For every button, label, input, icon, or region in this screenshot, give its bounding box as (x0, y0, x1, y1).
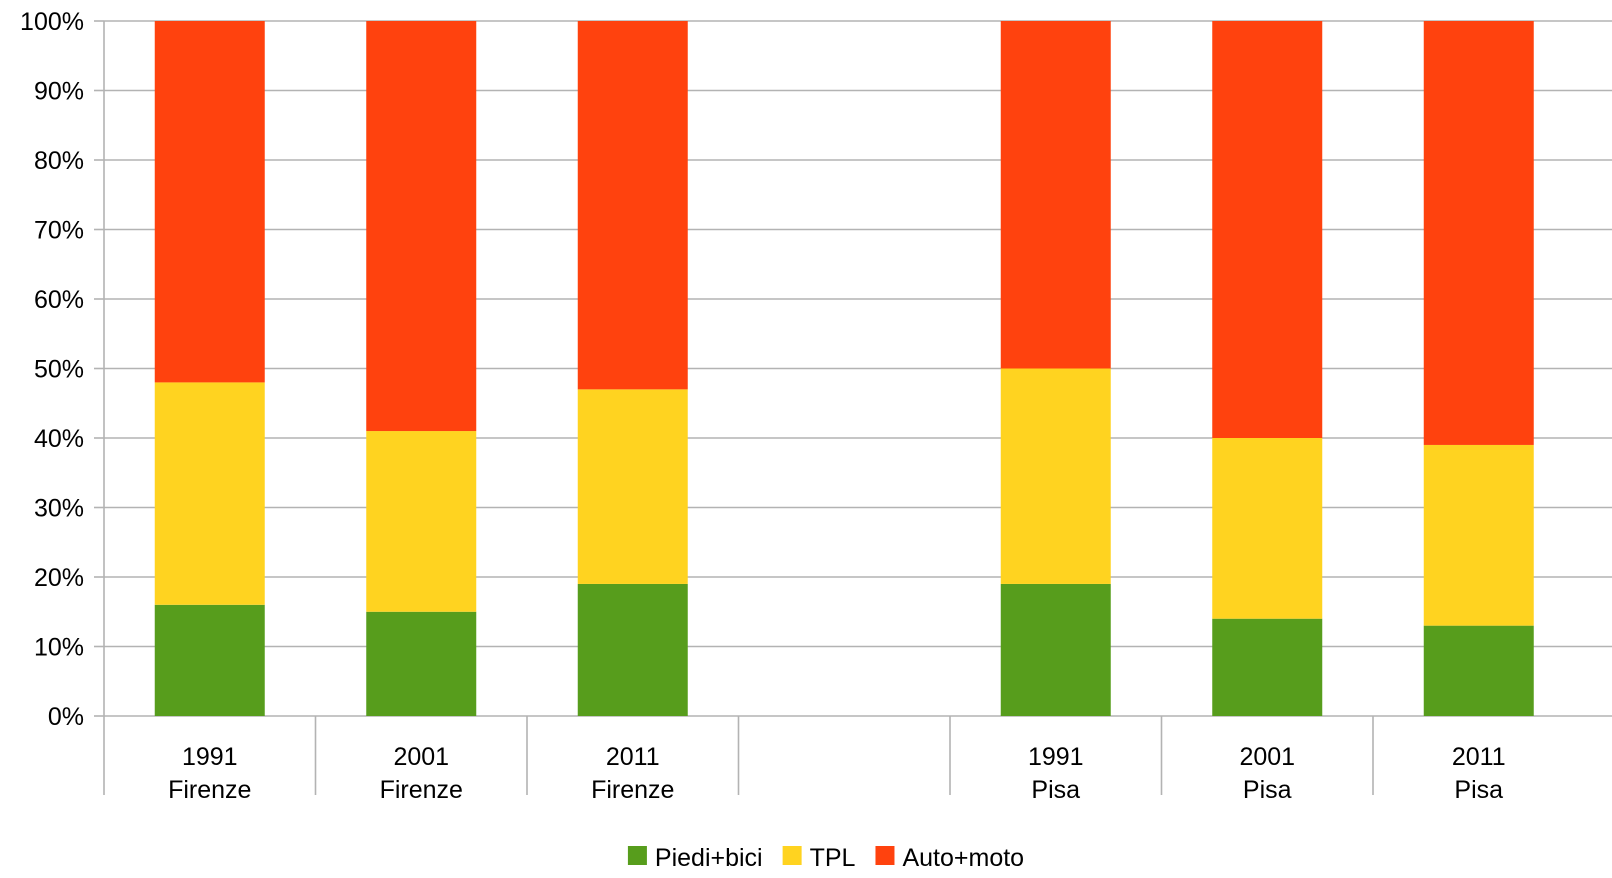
legend: Piedi+bici TPL Auto+moto (627, 844, 1024, 872)
bar-piedi-bici-2011-pisa (1423, 625, 1534, 716)
y-tick-label: 70% (34, 217, 84, 245)
axes (94, 20, 1374, 795)
bar-tpl-2011-pisa (1423, 444, 1534, 626)
bar-auto-moto-2001-pisa (1212, 21, 1323, 438)
bars (154, 21, 1534, 716)
y-tick-label: 40% (34, 425, 84, 453)
x-category-year-label: 1991 (1028, 743, 1084, 771)
y-tick-label: 30% (34, 495, 84, 523)
x-category-year-label: 2011 (1452, 743, 1506, 771)
grid-lines (104, 20, 1612, 717)
x-category-year-label: 1991 (182, 743, 238, 771)
legend-label-auto-moto: Auto+moto (902, 844, 1024, 872)
legend-swatch-piedi-bici (627, 846, 647, 865)
y-tick-label: 100% (20, 8, 84, 36)
x-category-city-label: Pisa (1031, 776, 1080, 804)
axis-labels: 0% 10% 20% 30% 40% 50% 60% 70% 80% 90% 100% 1991 Fir… (20, 8, 1506, 804)
y-tick-label: 50% (34, 356, 84, 384)
y-tick-label: 20% (34, 564, 84, 592)
bar-piedi-bici-2011-firenze (577, 583, 688, 716)
x-category-city-label: Firenze (591, 776, 674, 804)
bar-auto-moto-1991-firenze (154, 21, 265, 383)
bar-auto-moto-2001-firenze (366, 21, 477, 432)
x-category-year-label: 2011 (606, 743, 660, 771)
y-tick-label: 60% (34, 286, 84, 314)
bar-tpl-1991-pisa (1000, 368, 1111, 584)
x-category-year-label: 2001 (1239, 743, 1295, 771)
y-tick-label: 10% (34, 634, 84, 662)
bar-tpl-2011-firenze (577, 389, 688, 584)
bar-piedi-bici-2001-firenze (366, 611, 477, 716)
y-tick-label: 0% (48, 703, 84, 731)
bar-auto-moto-2011-firenze (577, 21, 688, 390)
legend-label-piedi-bici: Piedi+bici (655, 844, 763, 872)
x-category-year-label: 2001 (393, 743, 449, 771)
legend-swatch-auto-moto (875, 846, 895, 865)
bar-piedi-bici-1991-firenze (154, 604, 265, 716)
bar-piedi-bici-1991-pisa (1000, 583, 1111, 716)
x-category-city-label: Pisa (1243, 776, 1292, 804)
x-category-city-label: Firenze (380, 776, 463, 804)
bar-auto-moto-2011-pisa (1423, 21, 1534, 445)
legend-swatch-tpl (782, 846, 802, 865)
x-category-city-label: Firenze (168, 776, 251, 804)
legend-label-tpl: TPL (810, 844, 856, 872)
bar-tpl-2001-firenze (366, 431, 477, 612)
bar-piedi-bici-2001-pisa (1212, 618, 1323, 716)
bar-tpl-1991-firenze (154, 382, 265, 605)
x-category-city-label: Pisa (1454, 776, 1503, 804)
bar-auto-moto-1991-pisa (1000, 21, 1111, 369)
y-tick-label: 90% (34, 78, 84, 106)
bar-tpl-2001-pisa (1212, 438, 1323, 619)
y-tick-label: 80% (34, 147, 84, 175)
